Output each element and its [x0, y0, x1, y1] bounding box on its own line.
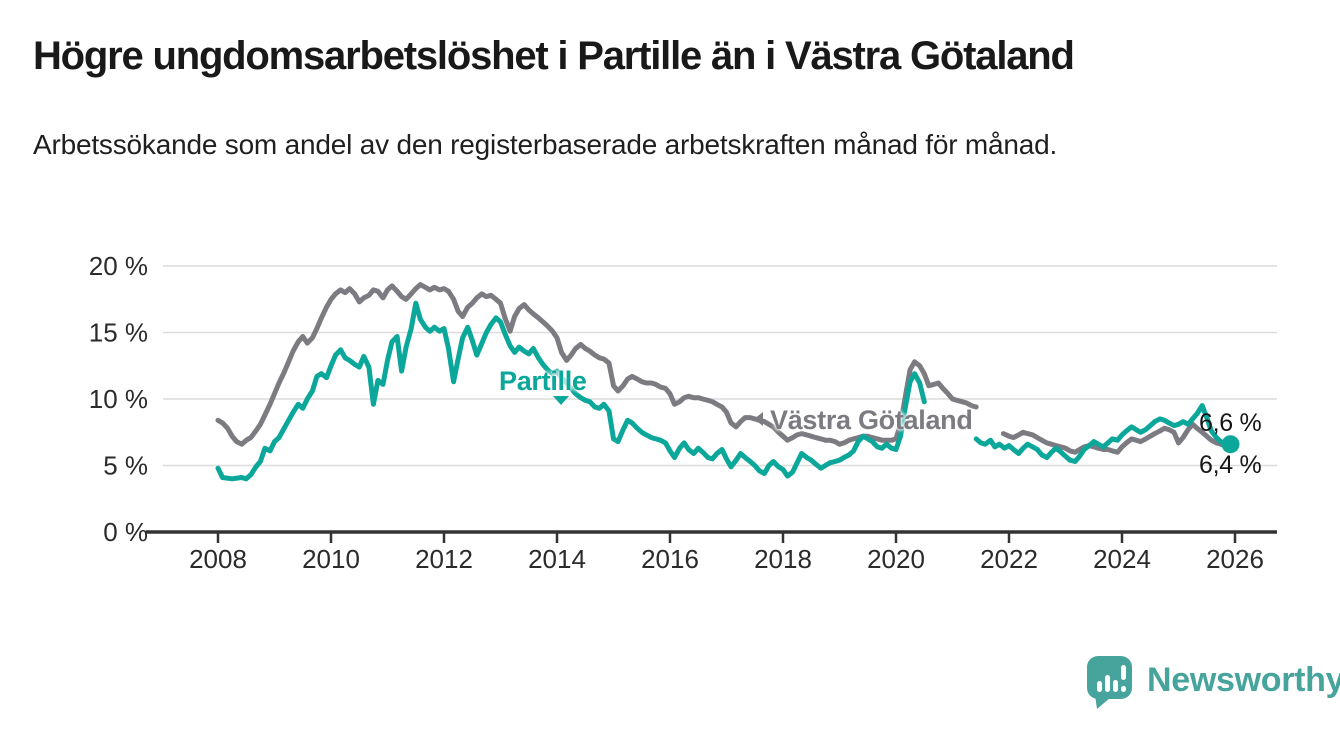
series-label-partille: Partille	[499, 366, 587, 396]
series-label-vastra-gotaland: Västra Götaland	[770, 405, 973, 435]
series-line-partille	[215, 300, 1233, 482]
newsworthy-icon	[1087, 656, 1132, 709]
partille-latest-point	[1221, 435, 1240, 454]
svg-text:2020: 2020	[867, 544, 925, 574]
series-line-vastra-gotaland	[215, 282, 1233, 455]
svg-text:2022: 2022	[980, 544, 1038, 574]
end-value-vastra-gotaland: 6,4 %	[1199, 451, 1262, 479]
chart-subtitle: Arbetssökande som andel av den registerb…	[33, 129, 1058, 160]
y-axis-labels: 0 % 5 % 10 % 15 % 20 %	[89, 251, 148, 547]
svg-text:10 %: 10 %	[89, 384, 148, 414]
newsworthy-wordmark: Newsworthy	[1147, 660, 1340, 699]
svg-text:2012: 2012	[415, 544, 473, 574]
caret-left-icon	[754, 412, 763, 426]
gridlines	[163, 265, 1277, 467]
svg-text:20 %: 20 %	[89, 251, 148, 281]
end-value-partille: 6,6 %	[1199, 409, 1262, 437]
svg-text:0 %: 0 %	[103, 517, 148, 547]
svg-text:2014: 2014	[528, 544, 586, 574]
x-axis: 2008 2010 2012 2014 2016 2018 2020 2022 2024 2026	[146, 530, 1277, 574]
svg-text:2026: 2026	[1206, 544, 1264, 574]
svg-text:15 %: 15 %	[89, 318, 148, 348]
newsworthy-logo: Newsworthy	[1086, 654, 1340, 709]
chart-title: Högre ungdomsarbetslöshet i Partille än …	[33, 34, 1075, 78]
svg-text:5 %: 5 %	[103, 451, 148, 481]
svg-text:2008: 2008	[189, 544, 247, 574]
svg-text:2010: 2010	[302, 544, 360, 574]
caret-down-icon	[553, 396, 569, 405]
svg-text:2024: 2024	[1093, 544, 1151, 574]
svg-text:2016: 2016	[641, 544, 699, 574]
svg-text:2018: 2018	[754, 544, 812, 574]
